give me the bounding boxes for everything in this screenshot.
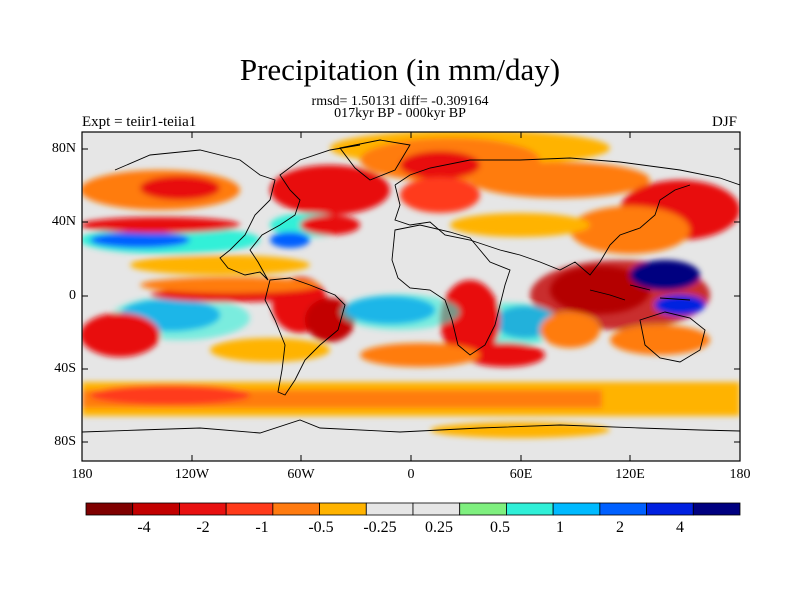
lon-label-180w: 180 xyxy=(71,467,93,482)
indian-ocean-orange xyxy=(540,312,600,348)
colorbar-swatch xyxy=(85,502,134,516)
indian-ocean-red xyxy=(440,280,500,360)
season-label: DJF xyxy=(712,114,738,130)
chart-title: Precipitation (in mm/day) xyxy=(239,52,561,87)
colorbar-swatch xyxy=(692,502,741,516)
north-pacific-red-band xyxy=(82,217,240,233)
med-yellow xyxy=(450,213,590,237)
lat-label-40s: 40S xyxy=(54,361,76,376)
lon-label-60e: 60E xyxy=(509,467,533,482)
africa-coast xyxy=(391,224,511,356)
atlantic-tropical-cyan xyxy=(340,294,460,330)
experiment-label: Expt = teiir1-teiia1 xyxy=(82,114,197,130)
siberia-orange xyxy=(470,162,650,198)
precip-anomaly-field xyxy=(82,132,740,438)
colorbar-swatch xyxy=(225,502,274,516)
colorbar-swatch xyxy=(179,502,227,516)
period-text: 017kyr BP - 000kyr BP xyxy=(334,106,466,121)
west-pacific-blue2 xyxy=(655,295,705,315)
lon-label-0: 0 xyxy=(407,467,415,482)
arctic-red xyxy=(400,151,480,179)
lon-label-120e: 120E xyxy=(615,467,645,482)
lon-label-120w: 120W xyxy=(174,467,210,482)
indonesia-coast xyxy=(589,284,691,301)
colorbar-swatch xyxy=(132,502,180,516)
south-atlantic-orange xyxy=(360,343,480,367)
colorbar-label: -0.5 xyxy=(308,519,334,536)
south-america-coast xyxy=(264,277,346,396)
colorbar-swatch xyxy=(459,502,507,516)
s-pacific-yellow-2 xyxy=(210,338,330,362)
lat-label-0: 0 xyxy=(69,288,76,303)
australia-coast xyxy=(639,311,706,363)
lat-ticks xyxy=(82,148,740,443)
lon-label-60w: 60W xyxy=(287,467,315,482)
north-america-coast xyxy=(114,144,361,281)
colorbar-label: 0.25 xyxy=(425,519,453,536)
colorbar-label: -4 xyxy=(137,519,151,536)
colorbar xyxy=(85,502,741,516)
lat-label-80n: 80N xyxy=(51,141,76,156)
north-pacific-yellow xyxy=(130,255,310,275)
colorbar-label: -0.25 xyxy=(363,519,397,536)
colorbar-label: -1 xyxy=(255,519,269,536)
colorbar-swatch xyxy=(412,502,461,516)
colorbar-swatch xyxy=(272,502,320,516)
colorbar-swatch xyxy=(646,502,694,516)
colorbar-swatch xyxy=(552,502,601,516)
atlantic-blue xyxy=(270,232,310,248)
eurasia-coast xyxy=(394,157,740,276)
north-pacific-red xyxy=(140,176,220,200)
australia-orange xyxy=(610,325,710,355)
north-pacific-blue xyxy=(90,232,190,248)
lon-label-180e: 180 xyxy=(729,467,751,482)
colorbar-label: 2 xyxy=(616,519,624,536)
lon-ticks xyxy=(191,132,631,461)
lat-label-80s: 80S xyxy=(54,434,76,449)
atlantic-red xyxy=(300,215,360,235)
colorbar-label: 0.5 xyxy=(490,519,510,536)
coastlines xyxy=(82,139,740,434)
stats-text: rmsd= 1.50131 diff= -0.309164 xyxy=(311,94,489,109)
west-pacific-blue xyxy=(630,260,700,290)
europe-red xyxy=(400,177,480,213)
south-pacific-yellow xyxy=(430,422,610,438)
colorbar-swatch xyxy=(365,502,414,516)
colorbar-swatch xyxy=(319,502,367,516)
itcz-orange xyxy=(140,277,320,293)
south-pacific-red xyxy=(82,313,160,357)
antarctica-coast xyxy=(82,419,740,434)
lat-label-40n: 40N xyxy=(51,214,76,229)
southern-ocean-red xyxy=(90,385,250,405)
greenland-coast xyxy=(339,139,411,181)
colorbar-swatch xyxy=(506,502,554,516)
colorbar-label: -2 xyxy=(196,519,210,536)
s-africa-red xyxy=(465,343,545,367)
colorbar-label: 4 xyxy=(676,519,684,536)
north-atlantic-red xyxy=(270,165,390,215)
west-pacific-orange xyxy=(570,206,690,254)
colorbar-label: 1 xyxy=(556,519,564,536)
colorbar-swatch xyxy=(599,502,647,516)
